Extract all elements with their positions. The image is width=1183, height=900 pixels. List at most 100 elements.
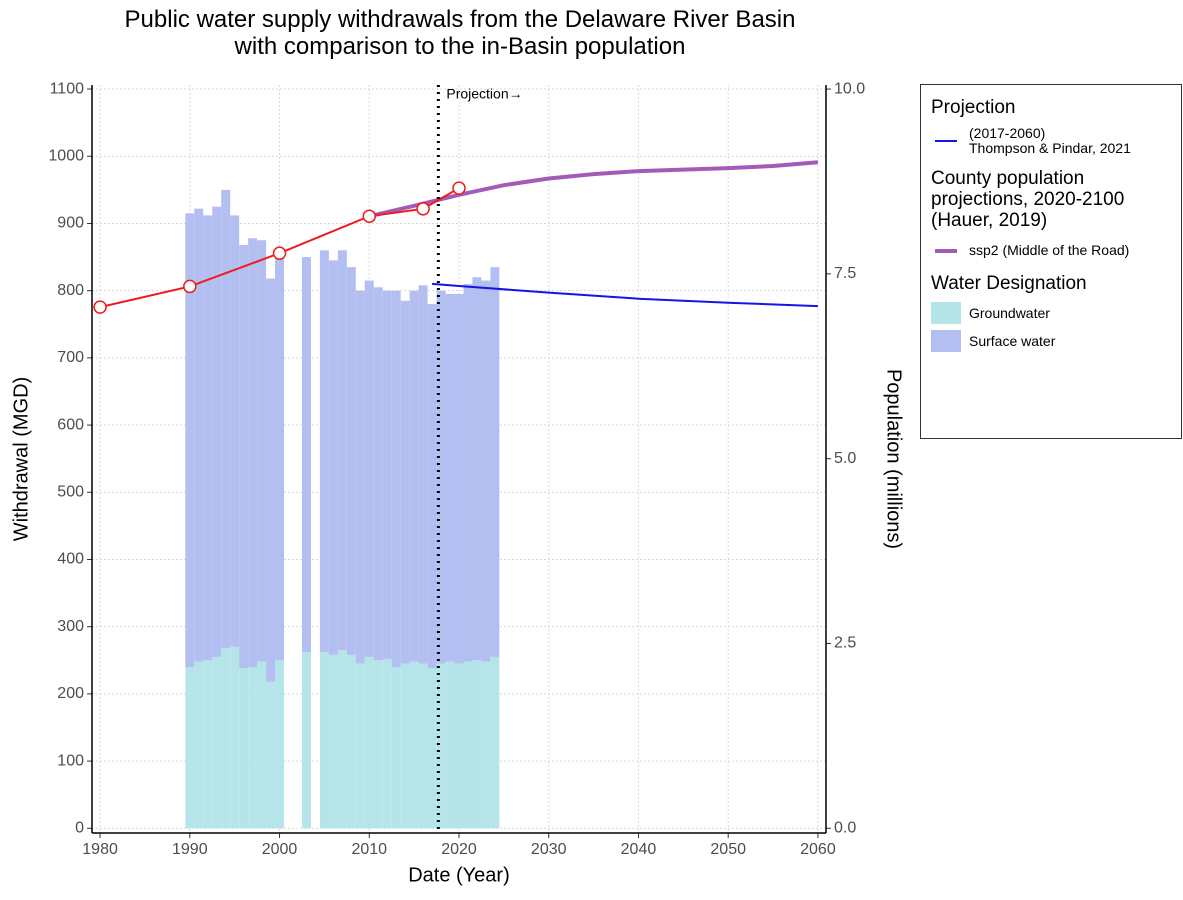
bar [185,213,195,668]
bar [319,652,329,829]
bar [337,250,347,651]
bar [221,189,231,649]
bar [230,646,240,829]
bar [463,283,473,662]
line [99,187,460,309]
y2-tick-label: 2.5 [834,635,856,652]
y-axis-title: Withdrawal (MGD) [10,377,32,541]
bar [490,656,500,829]
bar [337,650,347,829]
legend-title: County population projections, 2020-2100… [931,168,1125,231]
x-tick-label: 1980 [82,841,118,858]
legend-key [931,130,961,152]
legend-entry: Groundwater [931,302,1171,324]
bar [301,257,311,653]
bar [346,654,356,829]
bar [203,215,213,661]
bar [373,660,383,829]
bar [454,663,464,829]
y2-tick-label: 7.5 [834,265,856,282]
x-tick-label: 2040 [621,841,657,858]
marker [93,300,107,314]
legend-entry: Surface water [931,330,1171,352]
legend-entry: (2017-2060) Thompson & Pindar, 2021 [931,126,1171,156]
y-tick-label: 300 [57,618,84,635]
bar [409,661,419,829]
legend-key [931,302,961,324]
legend-line [935,249,957,253]
marker [416,202,430,216]
legend-group: County population projections, 2020-2100… [931,168,1171,261]
bar [257,661,267,829]
bar [418,285,428,664]
bar [445,661,455,829]
bar [346,267,356,655]
legend-entry: ssp2 (Middle of the Road) [931,239,1171,261]
x-tick-label: 2030 [531,841,567,858]
y2-tick-label: 0.0 [834,819,856,836]
legend-title: Projection [931,97,1016,118]
y-tick-label: 200 [57,685,84,702]
y-tick-label: 1100 [50,80,85,97]
annotation: Projection→ [446,86,522,102]
bar [248,238,258,668]
bar [212,656,222,829]
bar [427,668,437,829]
bar [275,253,285,661]
bar [472,277,482,661]
y-tick-label: 400 [57,551,84,568]
legend-title: Water Designation [931,273,1087,294]
bar [194,661,204,829]
y-tick-label: 0 [75,820,84,837]
legend-label: Groundwater [969,304,1050,321]
bar [203,660,213,829]
bar [436,663,446,829]
y-tick-label: 800 [57,282,84,299]
marker [183,279,197,294]
line [432,282,818,308]
marker [452,181,466,195]
legend-group: Water Designation Groundwater Surface wate… [931,273,1171,352]
bar [328,654,338,829]
legend: Projection (2017-2060) Thompson & Pindar,… [920,84,1182,439]
bar [239,244,249,669]
x-tick-label: 2060 [800,841,836,858]
bar [301,652,311,829]
legend-label: (2017-2060) Thompson & Pindar, 2021 [969,125,1131,156]
bar [355,290,365,664]
y-tick-label: 900 [57,215,84,232]
legend-group: Projection (2017-2060) Thompson & Pindar,… [931,97,1171,156]
y-tick-label: 500 [57,483,84,500]
chart-title: Public water supply withdrawals from the… [124,6,796,60]
x-tick-label: 2020 [441,841,477,858]
bar [418,663,428,829]
bar [239,668,249,829]
x-axis-title: Date (Year) [408,864,510,886]
bar [355,663,365,829]
bar [230,215,240,647]
legend-label: Surface water [969,332,1056,349]
y2-tick-label: 10.0 [834,80,865,97]
marker [362,209,377,223]
bar [436,290,446,664]
bar [319,250,329,653]
bar [391,667,401,829]
chart: 1980 1990 2000 2010 2020 2030 2040 2050 2060 0 100… [10,80,905,886]
bar [221,648,231,829]
bar [266,681,276,829]
bar [257,240,267,662]
legend-line [935,140,957,142]
x-tick-label: 2010 [351,841,387,858]
bar [328,260,338,655]
bar [275,660,285,829]
bar [400,300,410,664]
marker [272,246,287,260]
bar [364,656,374,829]
y-tick-label: 100 [57,752,84,769]
y2-axis-title: Population (millions) [883,369,905,549]
bar [472,660,482,829]
x-tick-label: 1990 [172,841,208,858]
legend-key [931,330,961,352]
y2-tick-label: 5.0 [834,450,856,467]
y-tick-label: 700 [57,349,84,366]
